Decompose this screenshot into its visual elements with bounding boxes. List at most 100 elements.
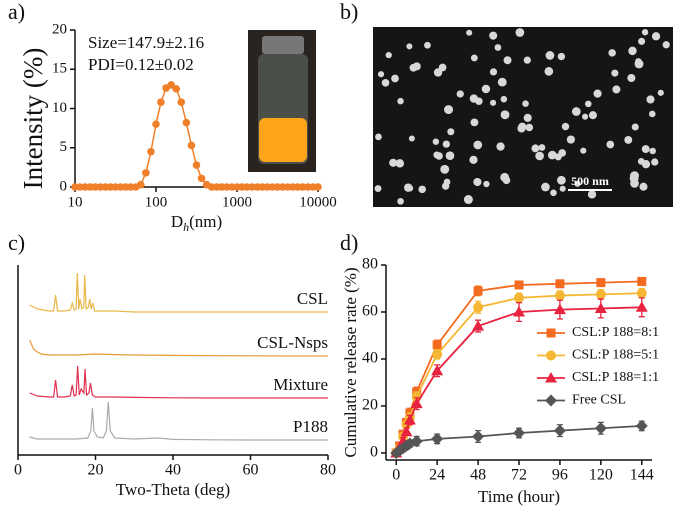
- nanoparticle: [648, 110, 656, 118]
- nanoparticle: [408, 135, 415, 142]
- data-point: [152, 120, 160, 128]
- marker: [410, 435, 423, 448]
- nanoparticle: [566, 135, 575, 144]
- x-label-main: D: [171, 212, 183, 231]
- nanoparticle: [588, 111, 597, 120]
- data-point: [182, 118, 191, 127]
- x-tick-label: 48: [470, 467, 486, 484]
- marker: [635, 419, 648, 432]
- legend-marker: [545, 394, 557, 407]
- marker: [403, 414, 416, 425]
- nanoparticle: [497, 77, 507, 87]
- nanoparticle: [582, 113, 589, 120]
- x-tick-label: 80: [320, 462, 336, 479]
- data-point: [177, 98, 186, 107]
- data-point: [172, 85, 181, 93]
- nanoparticle: [489, 68, 498, 76]
- y-tick-label: 80: [362, 256, 378, 273]
- nanoparticle: [397, 97, 404, 105]
- data-point: [314, 183, 322, 191]
- nanoparticle: [406, 43, 413, 50]
- marker: [472, 430, 485, 443]
- x-axis-label: Time (hour): [478, 487, 560, 506]
- marker: [432, 340, 442, 350]
- nanoparticle: [443, 178, 451, 186]
- panel-label: b): [340, 0, 358, 24]
- scale-bar-label: 500 nm: [571, 174, 609, 188]
- nanoparticle: [624, 136, 633, 144]
- nanoparticle: [447, 128, 455, 136]
- nanoparticle: [395, 159, 405, 168]
- marker: [472, 320, 485, 331]
- nanoparticle: [502, 176, 511, 185]
- x-tick-label: 120: [589, 467, 613, 484]
- data-point: [136, 180, 145, 189]
- nanoparticle: [538, 144, 546, 151]
- nanoparticle: [475, 97, 483, 105]
- x-axis-label: Two-Theta (deg): [116, 480, 230, 499]
- marker: [555, 279, 565, 289]
- panel-label: c): [8, 230, 25, 255]
- nanoparticle: [558, 149, 567, 157]
- y-tick-label: 5: [60, 139, 68, 155]
- marker: [553, 424, 566, 437]
- marker: [596, 278, 606, 288]
- nanoparticle: [531, 144, 540, 153]
- nanoparticle: [403, 183, 413, 192]
- nanoparticle: [639, 182, 648, 191]
- x-tick-label: 24: [429, 467, 445, 484]
- nanoparticle: [662, 41, 670, 49]
- nanoparticle: [580, 147, 587, 154]
- nanoparticle: [470, 54, 478, 62]
- y-tick-label: 20: [362, 397, 378, 414]
- nanoparticle: [545, 51, 555, 60]
- data-point: [192, 161, 201, 169]
- nanoparticle: [525, 123, 534, 132]
- nanoparticle: [547, 150, 557, 160]
- marker: [431, 364, 444, 376]
- nanoparticle: [503, 56, 512, 65]
- vial-inset: [248, 30, 316, 172]
- nanoparticle: [641, 160, 651, 169]
- nanoparticle: [374, 185, 382, 192]
- marker: [513, 426, 525, 439]
- nanoparticle: [628, 48, 636, 56]
- x-tick-label: 60: [243, 462, 259, 479]
- x-tick-label: 1000: [222, 194, 252, 210]
- marker: [635, 301, 648, 312]
- data-point: [187, 141, 196, 150]
- legend-label: CSL:P 188=5:1: [572, 348, 659, 363]
- nanoparticle: [494, 44, 502, 51]
- x-tick-label: 20: [88, 462, 104, 479]
- marker: [514, 280, 524, 290]
- nanoparticle: [445, 151, 455, 161]
- nanoparticle: [469, 155, 478, 164]
- nanoparticle: [466, 29, 473, 36]
- marker: [410, 397, 423, 409]
- legend-marker: [545, 372, 557, 383]
- annotation: PDI=0.12±0.02: [88, 55, 194, 74]
- x-label-tail: (nm): [189, 212, 222, 231]
- panel-label: a): [8, 0, 25, 24]
- tem-image: [373, 27, 673, 207]
- marker: [554, 290, 565, 301]
- vial-liquid: [259, 118, 307, 162]
- y-tick-label: 15: [52, 61, 67, 77]
- nanoparticle: [433, 68, 443, 77]
- trace-label: P188: [293, 417, 328, 436]
- nanoparticle: [391, 74, 399, 83]
- marker: [513, 305, 525, 317]
- nanoparticle: [517, 124, 526, 133]
- nanoparticle: [490, 99, 497, 106]
- nanoparticle: [561, 122, 570, 131]
- y-tick-label: 0: [370, 444, 378, 461]
- trace-label: CSL: [297, 289, 328, 308]
- x-tick-label: 96: [552, 467, 568, 484]
- nanoparticle: [522, 100, 529, 107]
- y-tick-label: 10: [52, 100, 67, 116]
- nanoparticle: [630, 171, 639, 181]
- nanoparticle: [473, 177, 482, 187]
- xrd-trace: [29, 365, 328, 399]
- nanoparticle: [424, 41, 431, 49]
- nanoparticle: [550, 189, 557, 197]
